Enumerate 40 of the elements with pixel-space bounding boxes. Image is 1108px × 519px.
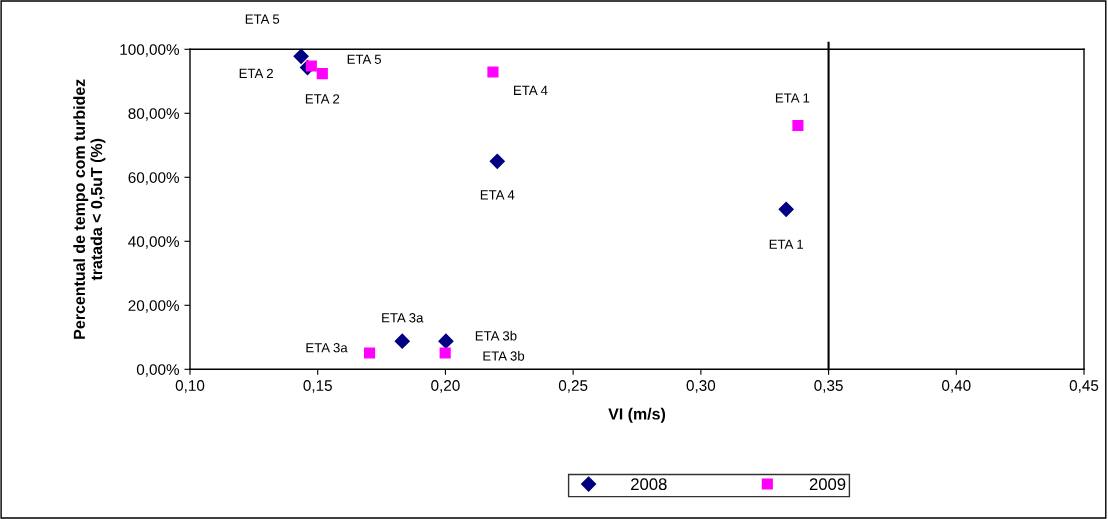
legend-label: 2009 — [809, 478, 846, 491]
point — [293, 48, 309, 64]
x-tick-label: 0,10 — [175, 380, 205, 393]
point — [364, 347, 376, 359]
point — [792, 119, 804, 132]
x-tick-label: 0,20 — [431, 380, 460, 393]
annotation: ETA 5 — [347, 54, 382, 64]
y-tick-label: 40,00% — [128, 236, 180, 249]
x-tick-label: 0,25 — [558, 380, 588, 393]
x-tick-label: 0,35 — [814, 380, 843, 393]
y-tick-label: 60,00% — [128, 172, 180, 185]
x-tick-label: 0,15 — [303, 380, 332, 393]
point — [394, 333, 410, 349]
point — [439, 347, 451, 359]
y-tick-label: 20,00% — [128, 300, 180, 313]
annotation: ETA 3b — [475, 330, 517, 341]
x-tick-label: 0,30 — [686, 380, 716, 393]
point — [489, 153, 505, 169]
annotation: ETA 1 — [775, 93, 810, 103]
y-tick-label: 80,00% — [128, 108, 180, 121]
y-axis-title: Percentual de tempo com turbidez tratada < 0,5uT (%) — [73, 79, 106, 339]
annotation: ETA 2 — [305, 94, 340, 104]
annotation: ETA 1 — [769, 239, 804, 249]
annotation: ETA 4 — [514, 85, 548, 95]
annotation: ETA 3b — [483, 351, 525, 361]
x-tick-label: 0,40 — [942, 380, 971, 393]
legend-label: 2008 — [631, 478, 667, 491]
x-tick-label: 0,45 — [1069, 380, 1099, 393]
point — [438, 333, 454, 349]
annotation: ETA 2 — [239, 68, 273, 78]
annotation: ETA 5 — [245, 14, 280, 24]
point — [778, 201, 794, 217]
annotation: ETA 3a — [382, 313, 424, 323]
annotation: ETA 4 — [480, 190, 515, 200]
y-tick-label: 100,00% — [120, 44, 180, 57]
point — [487, 66, 499, 78]
y-tick-label: 0,00% — [136, 364, 180, 377]
point — [316, 68, 328, 80]
x-axis-title: VI (m/s) — [608, 407, 666, 423]
annotation: ETA 3a — [306, 343, 348, 353]
